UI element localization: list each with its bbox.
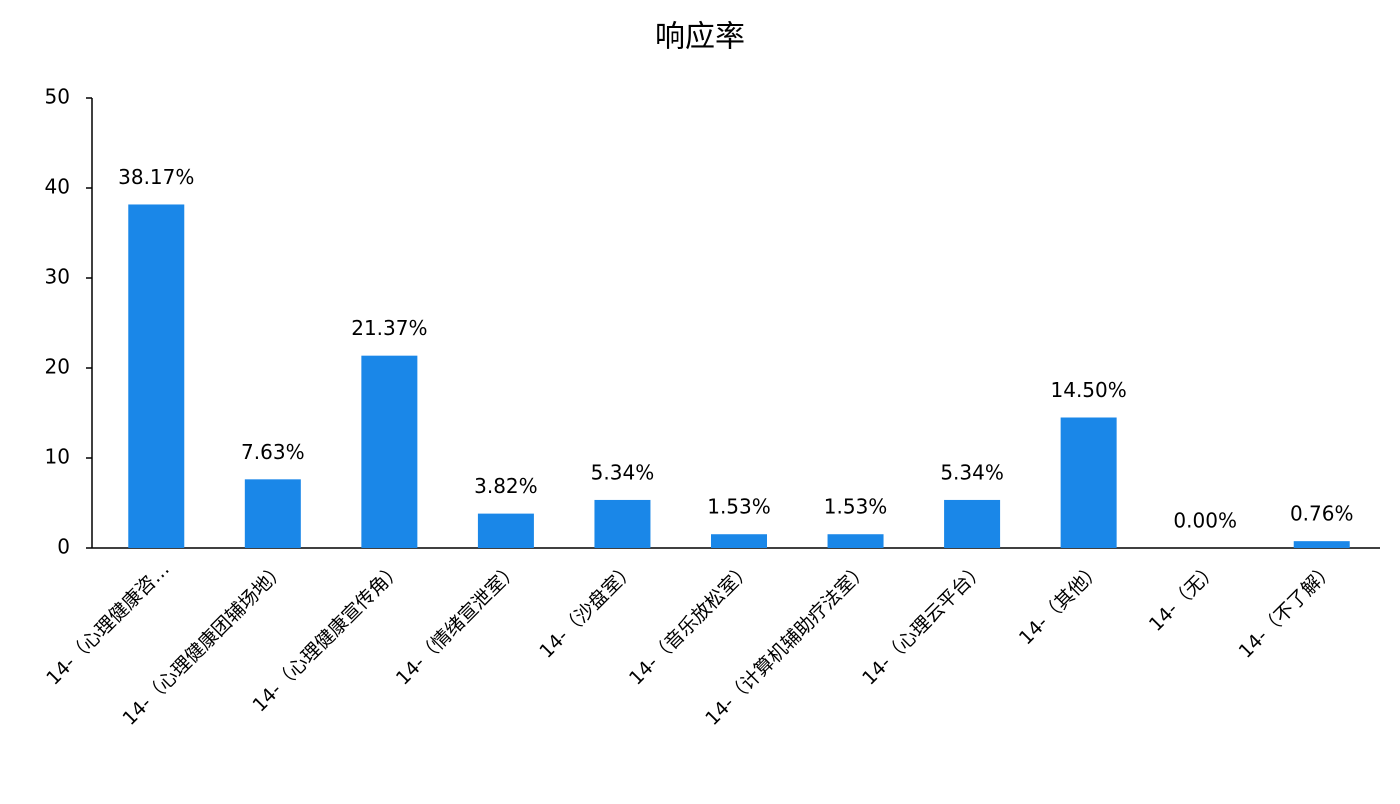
x-tick-label: 14-（沙盘室） (535, 558, 640, 663)
value-label: 3.82% (474, 474, 538, 498)
value-label: 14.50% (1051, 378, 1127, 402)
value-label: 5.34% (940, 460, 1004, 484)
value-label: 0.76% (1290, 502, 1354, 526)
bar (944, 499, 1001, 548)
value-label: 0.00% (1173, 509, 1237, 533)
bar (477, 513, 534, 548)
bar (827, 534, 884, 548)
bar (361, 355, 418, 548)
x-tick-label: 14-（无） (1145, 558, 1223, 636)
value-label: 5.34% (591, 460, 655, 484)
x-tick-label: 14-（其他） (1015, 558, 1106, 649)
bar (594, 499, 651, 548)
value-label: 1.53% (824, 495, 888, 519)
bar (244, 479, 301, 548)
y-tick-label: 20 (45, 355, 70, 379)
value-label: 21.37% (351, 316, 427, 340)
x-tick-label: 14-（音乐放松室） (625, 558, 757, 690)
bar (1293, 541, 1350, 548)
x-tick-label: 14-（情绪宣泄室） (392, 558, 524, 690)
bar (711, 534, 767, 548)
chart-title: 响应率 (655, 20, 745, 55)
value-label: 38.17% (118, 165, 194, 189)
x-tick-label: 14-（心理健康咨… (42, 558, 174, 690)
x-tick-label: 14-（心理云平台） (858, 558, 990, 690)
y-tick-label: 30 (45, 265, 70, 289)
bar (128, 204, 185, 548)
x-tick-label: 14-（不了解） (1235, 558, 1340, 663)
y-tick-label: 10 (45, 445, 70, 469)
bar (1060, 417, 1117, 548)
value-label: 1.53% (707, 495, 771, 519)
value-label: 7.63% (241, 440, 305, 464)
y-tick-label: 40 (45, 175, 70, 199)
y-tick-label: 50 (45, 85, 70, 109)
y-tick-label: 0 (57, 535, 70, 559)
